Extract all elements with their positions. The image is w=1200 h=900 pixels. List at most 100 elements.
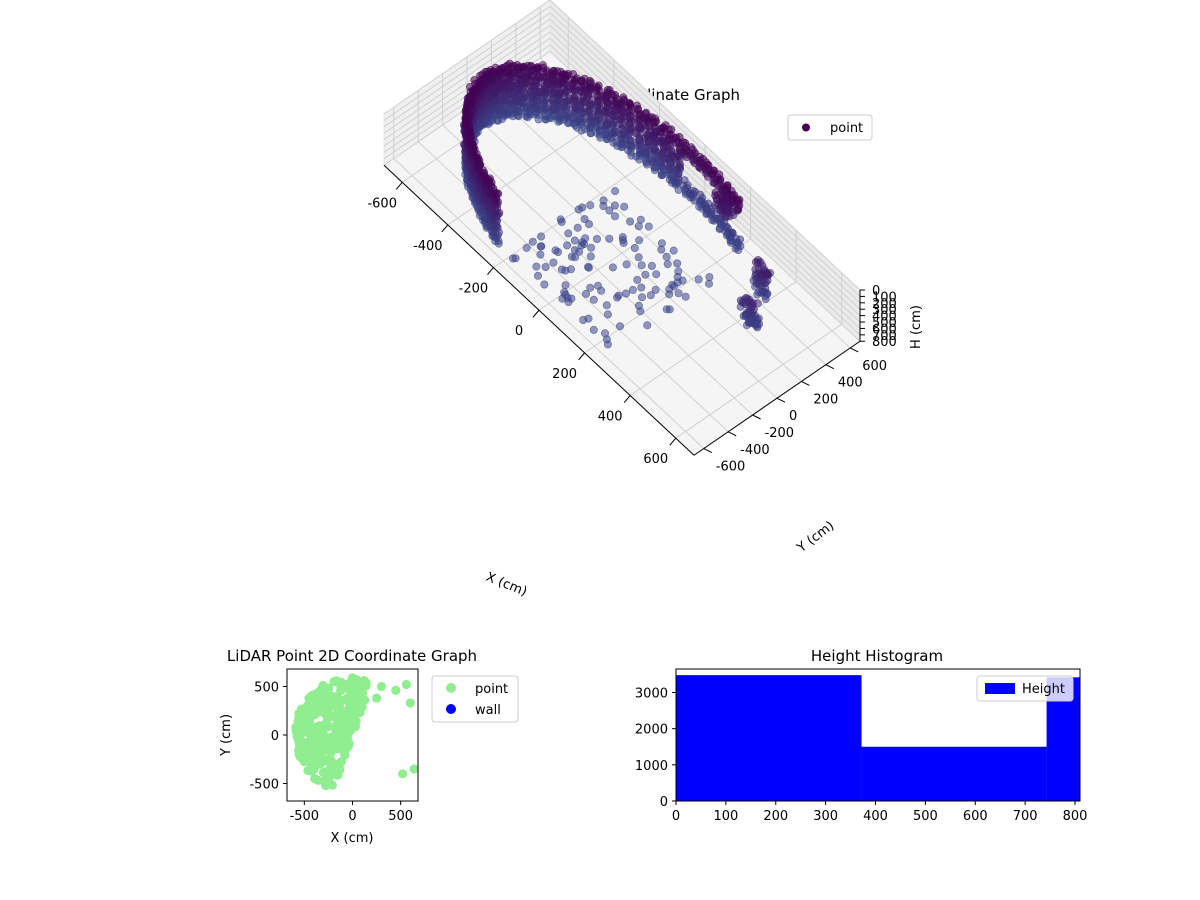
legend-2d-label-point: point	[475, 682, 508, 697]
point-marker	[628, 285, 637, 294]
point-marker	[541, 96, 550, 105]
point-marker	[561, 281, 570, 290]
legend-3d-marker	[802, 123, 810, 132]
y-tick-label: 600	[862, 359, 887, 374]
point-marker	[307, 754, 317, 764]
x-tick-label: 800	[1063, 809, 1088, 824]
histogram-title: Height Histogram	[811, 647, 943, 665]
grid-z-left	[383, 12, 551, 128]
point-marker	[713, 173, 722, 182]
ticks-hist: 0 100 200 300 400 500 600 700 800 0 1000 2000 3000	[635, 687, 1088, 824]
point-marker	[733, 195, 742, 204]
point-marker	[662, 252, 671, 261]
z-axis-label: H (cm)	[909, 305, 924, 349]
point-marker	[549, 258, 558, 267]
point-marker	[345, 723, 355, 733]
y-tick	[776, 397, 786, 403]
point-marker	[532, 262, 541, 271]
point-marker	[570, 85, 579, 94]
point-marker	[665, 305, 674, 314]
point-marker	[323, 740, 333, 750]
point-marker	[491, 207, 500, 216]
x-tick-label: 200	[552, 367, 577, 382]
point-marker	[734, 205, 743, 214]
grid-z-back	[549, 0, 861, 291]
pane-grid	[383, 0, 861, 456]
z-tick-label: 700	[872, 329, 897, 344]
point-marker	[391, 685, 401, 696]
point-marker	[634, 253, 643, 262]
point-marker	[707, 207, 716, 216]
point-marker	[535, 87, 544, 96]
point-marker	[314, 721, 324, 731]
point-marker	[314, 736, 324, 747]
point-marker	[357, 702, 367, 712]
point-marker	[332, 743, 343, 754]
point-marker	[597, 286, 606, 295]
point-marker	[573, 223, 582, 232]
y-tick-label: -200	[765, 426, 795, 441]
point-marker	[579, 315, 588, 324]
point-marker	[310, 774, 320, 784]
point-marker	[586, 83, 595, 92]
point-marker	[342, 742, 352, 753]
legend-hist-frame	[976, 675, 1074, 702]
point-marker	[593, 83, 602, 92]
point-marker	[304, 717, 315, 727]
point-marker	[562, 87, 571, 96]
point-marker	[493, 231, 502, 240]
point-marker	[536, 250, 545, 259]
point-marker	[762, 269, 771, 278]
point-marker	[541, 115, 550, 124]
point-marker	[717, 198, 726, 207]
x-tick-label: 600	[963, 809, 988, 824]
x-tick-label: -500	[290, 809, 320, 824]
point-marker	[665, 162, 674, 171]
point-marker	[547, 85, 556, 94]
point-marker	[603, 340, 612, 349]
point-marker	[570, 236, 579, 245]
point-marker	[522, 112, 531, 121]
y-tick	[801, 381, 810, 386]
point-marker	[331, 713, 341, 723]
point-marker	[589, 325, 598, 334]
point-marker	[333, 770, 343, 780]
point-marker	[300, 704, 311, 714]
point-marker	[563, 241, 572, 250]
y-tick	[703, 448, 712, 453]
point-marker	[603, 119, 612, 128]
point-marker	[355, 687, 365, 697]
point-marker	[316, 684, 327, 694]
point-marker	[398, 769, 408, 779]
point-marker	[619, 238, 628, 247]
x-tick	[669, 437, 677, 446]
grid-z-back	[549, 6, 861, 297]
y-tick-label: 0	[271, 729, 279, 744]
point-marker	[605, 234, 614, 243]
y-tick	[850, 347, 859, 353]
y-axis-label-2d: Y (cm)	[219, 714, 234, 757]
point-marker	[534, 115, 543, 124]
point-marker	[376, 681, 386, 692]
point-marker	[610, 212, 619, 221]
point-marker	[405, 698, 415, 708]
legend-2d-marker-point	[446, 683, 456, 693]
x-tick-label: -200	[459, 282, 489, 297]
grid-z-left	[383, 25, 551, 141]
point-marker	[603, 310, 612, 319]
point-marker	[641, 270, 650, 279]
x-tick-label: 500	[913, 809, 938, 824]
x-tick-label: 500	[388, 809, 413, 824]
legend-2d-marker-wall	[446, 704, 456, 714]
point-marker	[541, 262, 550, 271]
histogram-bar	[676, 675, 862, 801]
point-marker	[304, 693, 314, 703]
legend-hist-swatch	[985, 683, 1015, 694]
point-marker	[667, 147, 676, 156]
chart-2d: LiDAR Point 2D Coordinate Graph -500 0 500…	[219, 647, 519, 846]
point-marker	[309, 764, 319, 774]
point-marker	[577, 76, 586, 85]
y-tick-label: 2000	[635, 723, 668, 738]
